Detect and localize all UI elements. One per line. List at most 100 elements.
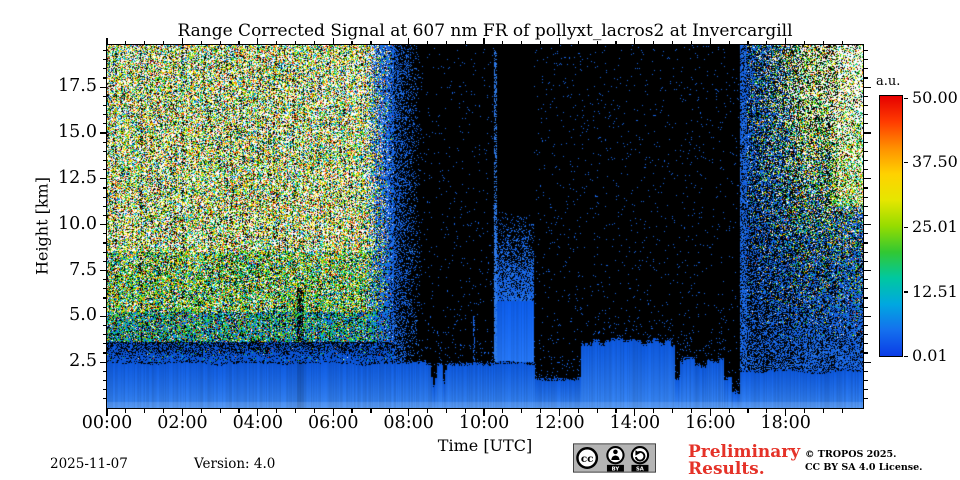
tick-mark	[483, 37, 485, 44]
preliminary-line2: Results.	[688, 459, 765, 479]
tick-mark	[445, 409, 447, 413]
tick-mark	[162, 409, 165, 413]
tick-mark	[294, 409, 297, 413]
tick-mark	[408, 37, 410, 44]
tick-mark	[803, 409, 806, 413]
preliminary-results-note: Preliminary Results.	[688, 444, 800, 478]
tick-mark	[102, 77, 106, 79]
tick-mark	[864, 297, 868, 299]
colorbar-tick-label: 12.51	[912, 281, 958, 301]
tick-mark	[99, 86, 106, 88]
tick-mark	[864, 389, 868, 391]
tick-mark	[864, 86, 871, 88]
tick-mark	[864, 141, 868, 143]
tick-mark	[785, 37, 787, 44]
version-label: Version: 4.0	[194, 456, 276, 472]
tick-mark	[219, 409, 221, 413]
colorbar-tick-mark	[903, 355, 908, 358]
y-tick-label: 2.5	[69, 351, 97, 372]
tick-mark	[102, 205, 106, 207]
x-tick-label: 02:00	[157, 413, 208, 433]
tick-mark	[332, 37, 334, 44]
tick-mark	[785, 409, 787, 416]
tick-mark	[864, 187, 868, 189]
tick-mark	[102, 306, 106, 308]
tick-mark	[102, 260, 106, 262]
tick-mark	[864, 196, 868, 198]
tick-mark	[864, 334, 868, 336]
tick-mark	[102, 95, 106, 97]
tick-mark	[464, 40, 466, 44]
tick-mark	[864, 343, 868, 345]
tick-mark	[864, 260, 868, 262]
tick-mark	[102, 187, 106, 189]
colorbar-tick-label: 37.50	[912, 152, 958, 172]
colorbar-tick-mark	[903, 97, 908, 99]
tick-mark	[102, 159, 106, 162]
x-tick-label: 18:00	[760, 413, 811, 433]
tick-mark	[99, 224, 106, 226]
tick-mark	[464, 409, 466, 413]
tick-mark	[144, 409, 146, 413]
tick-mark	[102, 233, 106, 235]
tick-mark	[747, 40, 749, 44]
tick-mark	[521, 409, 523, 413]
tick-mark	[634, 409, 636, 416]
tick-mark	[864, 269, 871, 272]
tick-mark	[864, 205, 868, 207]
tick-mark	[102, 59, 106, 61]
tick-mark	[106, 409, 108, 416]
colorbar-tick-mark	[903, 291, 908, 293]
tick-mark	[389, 40, 391, 44]
tick-mark	[864, 315, 871, 317]
tick-mark	[864, 279, 868, 281]
tick-mark	[102, 104, 106, 107]
tick-mark	[864, 370, 868, 372]
y-tick-label: 15.0	[58, 122, 97, 142]
tick-mark	[276, 40, 278, 44]
tick-mark	[864, 59, 868, 61]
svg-text:BY: BY	[612, 466, 620, 472]
tick-mark	[102, 343, 106, 345]
tick-mark	[313, 409, 315, 413]
x-tick-label: 14:00	[609, 413, 661, 433]
tick-mark	[864, 379, 868, 382]
tick-mark	[426, 409, 429, 413]
tick-mark	[483, 409, 485, 416]
tick-mark	[257, 37, 259, 44]
tick-mark	[864, 214, 868, 217]
tick-mark	[162, 40, 165, 44]
x-axis-label: Time [UTC]	[437, 436, 533, 455]
tick-mark	[690, 40, 693, 44]
tick-mark	[864, 150, 868, 152]
copyright-line1: © TROPOS 2025.	[805, 449, 897, 460]
tick-mark	[615, 409, 617, 413]
tick-mark	[181, 37, 183, 44]
colorbar-tick-label: 50.00	[912, 87, 958, 107]
tick-mark	[125, 40, 127, 44]
tick-mark	[102, 169, 106, 171]
tick-mark	[864, 352, 868, 354]
tick-mark	[102, 324, 106, 327]
tick-mark	[728, 409, 730, 413]
tick-mark	[728, 40, 730, 44]
cc-license-badge: cc BY SA	[573, 443, 656, 473]
cc-icon: cc	[576, 447, 599, 469]
tick-mark	[332, 409, 334, 416]
x-tick-label: 04:00	[232, 413, 284, 433]
tick-mark	[864, 123, 868, 125]
tick-mark	[102, 398, 106, 400]
tick-mark	[864, 242, 868, 244]
tick-mark	[596, 409, 598, 413]
tick-mark	[102, 114, 106, 116]
tick-mark	[99, 315, 106, 317]
tick-mark	[238, 409, 240, 413]
svg-text:cc: cc	[581, 453, 594, 465]
tick-mark	[144, 40, 146, 44]
colorbar-tick-mark	[903, 161, 908, 164]
tick-mark	[864, 306, 868, 308]
tick-mark	[864, 398, 868, 400]
tick-mark	[102, 141, 106, 143]
tick-mark	[102, 288, 106, 290]
